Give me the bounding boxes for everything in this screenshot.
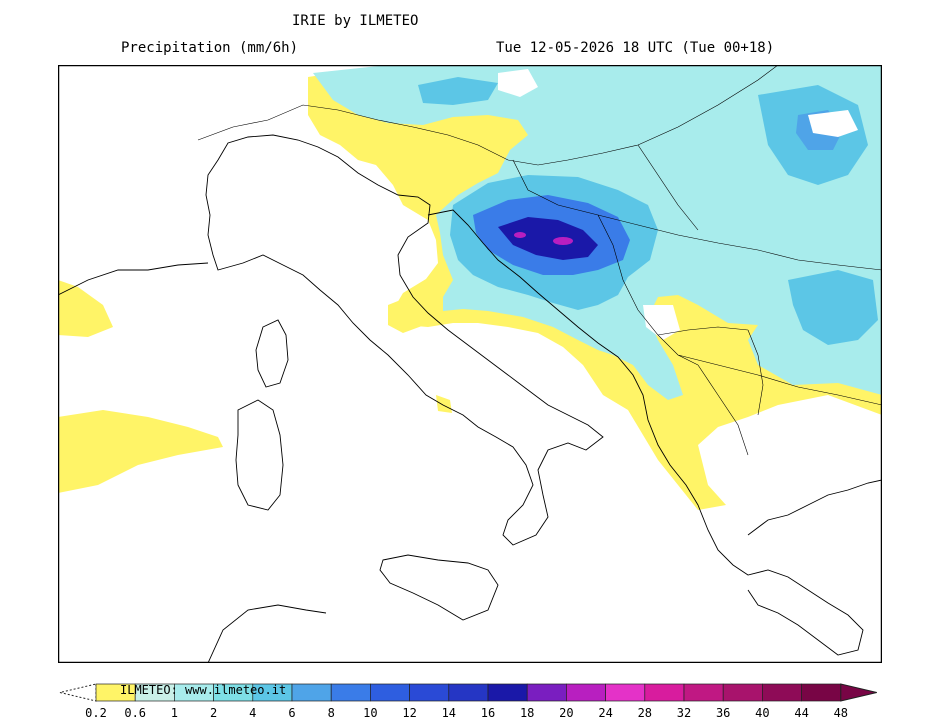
legend-color-box (722, 683, 763, 702)
legend-tick-label: 28 (637, 706, 653, 720)
legend-color-box (448, 683, 489, 702)
precip-area-mid-north (418, 77, 498, 105)
legend-color-box (566, 683, 606, 702)
precip-core-1 (514, 232, 526, 238)
legend-arrow-low (59, 683, 97, 702)
precip-area-very-heavy (498, 217, 598, 260)
africa-coastline (207, 604, 327, 663)
balkan-borders (512, 144, 882, 456)
legend-tick-label: 8 (327, 706, 335, 720)
valid-time-label: Tue 12-05-2026 18 UTC (Tue 00+18) (496, 40, 775, 56)
corsica-coastline (255, 319, 289, 388)
precipitation-field (58, 65, 882, 510)
legend-tick-label: 14 (441, 706, 457, 720)
legend-tick-label: 44 (794, 706, 809, 720)
precip-area-light-adriatic (388, 293, 436, 333)
precipitation-legend (59, 683, 877, 702)
model-title: IRIE by ILMETEO (292, 13, 419, 29)
variable-label: Precipitation (mm/6h) (121, 40, 299, 56)
legend-tick-label: 0.6 (124, 706, 147, 720)
dry-gap-1 (808, 110, 858, 137)
legend-arrow-high (840, 683, 877, 702)
precip-area-mid-southeast (788, 270, 878, 345)
legend-tick-label: 6 (288, 706, 296, 720)
precip-area-light-tyrrhenian (58, 410, 223, 493)
legend-tick-label: 36 (715, 706, 731, 720)
precipitation-map (58, 65, 882, 663)
legend-tick-label: 18 (519, 706, 535, 720)
legend-watermark: ILMETEO: www.ilmeteo.it (120, 683, 287, 697)
italy-coastline (205, 134, 604, 546)
legend-color-box (487, 683, 528, 702)
legend-tick-label: 20 (559, 706, 574, 720)
legend-tick-label: 48 (833, 706, 849, 720)
legend-color-box (409, 683, 450, 702)
legend-tick-label: 0.2 (85, 706, 107, 720)
dry-gap-3 (498, 69, 538, 97)
legend-color-box (644, 683, 685, 702)
precip-area-light-ligurian (58, 280, 113, 337)
legend-color-boxes (59, 683, 877, 702)
legend-tick-label: 10 (363, 706, 378, 720)
legend-color-box (291, 683, 332, 702)
legend-tick-label: 12 (402, 706, 417, 720)
legend-tick-label: 32 (676, 706, 692, 720)
legend-tick-label: 24 (598, 706, 613, 720)
coastlines (58, 134, 882, 663)
legend-color-box (605, 683, 646, 702)
legend-tick-label: 16 (480, 706, 496, 720)
alps-border (197, 65, 779, 166)
precip-area-light-calabria (436, 395, 452, 413)
legend-tick-label: 40 (755, 706, 770, 720)
legend-tick-label: 4 (249, 706, 257, 720)
france-coastline (58, 262, 209, 296)
greece-coastline (747, 479, 882, 536)
national-borders (197, 65, 882, 456)
map-frame (58, 65, 882, 663)
legend-tick-label: 2 (209, 706, 218, 720)
legend-color-box (330, 683, 371, 702)
legend-color-box (801, 683, 842, 702)
legend-color-box (526, 683, 567, 702)
legend-tick-label: 1 (170, 706, 179, 720)
precip-core-2 (553, 237, 573, 245)
legend-color-box (370, 683, 410, 702)
dry-gap-2 (643, 305, 680, 340)
legend-color-box (683, 683, 724, 702)
sardinia-coastline (235, 399, 284, 511)
balkan-coastline (427, 209, 864, 656)
sicily-coastline (379, 554, 499, 621)
legend-color-box (762, 683, 802, 702)
